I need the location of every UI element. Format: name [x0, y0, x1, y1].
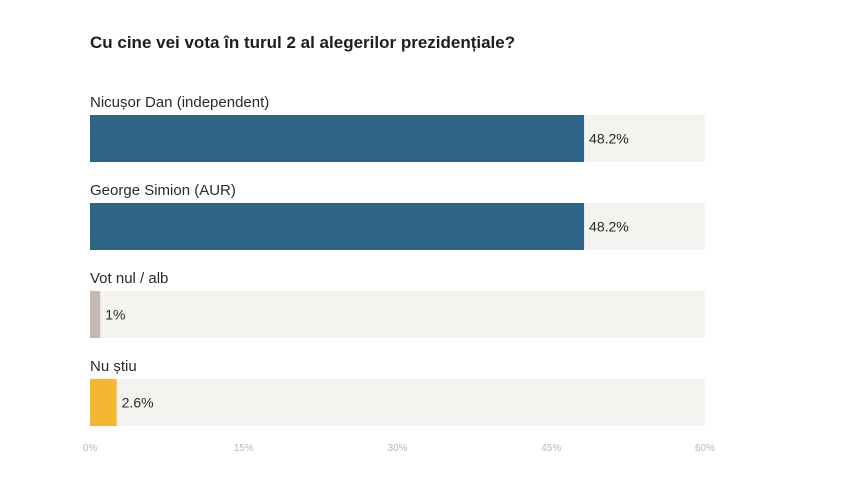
bar-row: George Simion (AUR) 48.2%	[90, 182, 705, 250]
bar-row: Nu știu 2.6%	[90, 358, 705, 426]
bar-row: Nicușor Dan (independent) 48.2%	[90, 94, 705, 162]
category-label: Vot nul / alb	[90, 270, 168, 287]
tick-label: 15%	[234, 443, 254, 454]
bar-track	[90, 379, 705, 426]
chart-title: Cu cine vei vota în turul 2 al alegerilo…	[90, 33, 516, 52]
x-axis: 0% 15% 30% 45% 60%	[83, 443, 715, 454]
value-label: 1%	[105, 307, 125, 323]
value-label: 48.2%	[589, 131, 629, 147]
bar	[90, 291, 101, 338]
category-label: George Simion (AUR)	[90, 182, 236, 199]
bar-rows: Nicușor Dan (independent)48.2%George Sim…	[90, 94, 705, 426]
value-label: 48.2%	[589, 219, 629, 235]
tick-label: 45%	[541, 443, 561, 454]
tick-label: 0%	[83, 443, 98, 454]
bar-row: Vot nul / alb 1%	[90, 270, 705, 338]
bar	[90, 379, 117, 426]
tick-label: 60%	[695, 443, 715, 454]
bar	[90, 115, 585, 162]
bar-track	[90, 291, 705, 338]
bar	[90, 203, 585, 250]
category-label: Nu știu	[90, 358, 137, 375]
category-label: Nicușor Dan (independent)	[90, 94, 269, 111]
value-label: 2.6%	[122, 395, 154, 411]
tick-label: 30%	[387, 443, 407, 454]
